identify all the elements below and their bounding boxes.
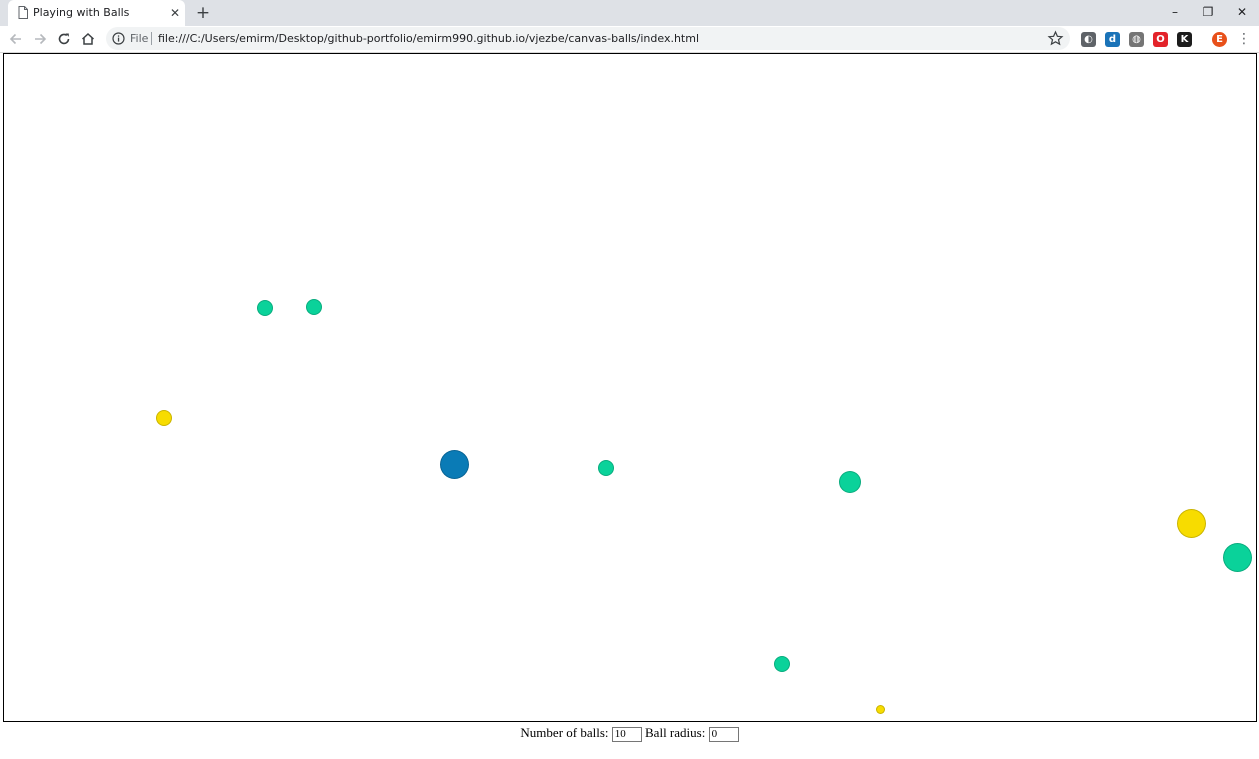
balls-canvas[interactable] [3, 53, 1257, 722]
reload-icon[interactable] [55, 30, 73, 48]
new-tab-button[interactable]: + [195, 3, 211, 23]
page-viewport: Number of balls: Ball radius: [0, 53, 1259, 759]
ball-green [306, 299, 322, 315]
ext-1-icon[interactable]: ◐ [1081, 32, 1096, 47]
number-of-balls-label: Number of balls: [520, 725, 609, 740]
ball-green [774, 656, 790, 672]
ball-yellow [875, 704, 885, 714]
ext-d-icon[interactable]: d [1105, 32, 1120, 47]
ball-blue [439, 449, 469, 479]
ball-green [598, 460, 614, 476]
document-icon [18, 6, 28, 19]
minimize-button[interactable]: – [1172, 5, 1178, 19]
address-bar[interactable]: File file:///C:/Users/emirm/Desktop/gith… [106, 27, 1070, 50]
ball-radius-input[interactable] [708, 726, 739, 742]
bookmark-star-icon[interactable] [1047, 30, 1064, 47]
ext-globe-icon[interactable]: ◍ [1129, 32, 1144, 47]
controls-form: Number of balls: Ball radius: [0, 724, 1259, 742]
ball-green [839, 471, 861, 493]
back-arrow-icon[interactable] [7, 30, 25, 48]
url-text[interactable]: file:///C:/Users/emirm/Desktop/github-po… [158, 32, 700, 45]
home-icon[interactable] [79, 30, 97, 48]
profile-avatar[interactable]: E [1212, 32, 1227, 47]
ball-radius-label: Ball radius: [645, 725, 706, 740]
ball-yellow [156, 410, 172, 426]
restore-button[interactable]: ❐ [1202, 5, 1214, 19]
number-of-balls-input[interactable] [611, 726, 642, 742]
forward-arrow-icon[interactable] [31, 30, 49, 48]
tab-playing-with-balls[interactable]: Playing with Balls ✕ [8, 0, 185, 26]
tab-strip: Playing with Balls ✕ + – ❐ ✕ [0, 0, 1259, 26]
tab-close-icon[interactable]: ✕ [169, 6, 181, 20]
tab-title: Playing with Balls [33, 6, 130, 19]
ext-k-icon[interactable]: K [1177, 32, 1192, 47]
ball-yellow [1176, 508, 1206, 538]
scheme-label: File [130, 32, 149, 45]
omnibox-divider [151, 32, 152, 45]
ball-green [1222, 542, 1252, 572]
close-window-button[interactable]: ✕ [1236, 5, 1248, 19]
ext-opera-icon[interactable]: O [1153, 32, 1168, 47]
menu-dots-icon[interactable]: ⋮ [1237, 31, 1251, 47]
info-icon[interactable] [112, 32, 125, 45]
browser-toolbar: File file:///C:/Users/emirm/Desktop/gith… [0, 26, 1259, 53]
ball-green [257, 300, 273, 316]
